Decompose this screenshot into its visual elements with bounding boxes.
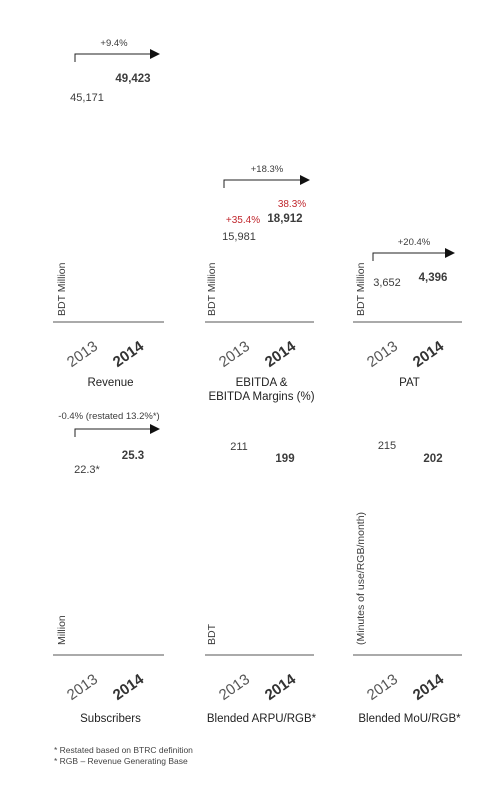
y-axis-label: (Minutes of use/RGB/month) — [355, 512, 367, 645]
data-label-2014: 199 — [275, 453, 294, 465]
chart-panel-4: Million 22.3* 25.3 2013 2014 -0.4% (restated … — [53, 411, 164, 725]
margin-label-2014: 38.3% — [278, 199, 306, 210]
y-axis-label: BDT — [206, 623, 218, 645]
y-axis-label: BDT Million — [355, 262, 367, 316]
growth-arrow-head — [150, 49, 160, 59]
data-label-2014: 18,912 — [267, 213, 302, 225]
panel-title: Subscribers — [80, 713, 141, 725]
x-tick-label-2014: 2014 — [262, 670, 300, 703]
y-axis-label: Million — [56, 615, 68, 645]
x-tick-label-2014: 2014 — [110, 337, 148, 370]
panel-title: Revenue — [87, 377, 133, 389]
data-label-2013: 45,171 — [70, 92, 104, 104]
footnote-rgb: * RGB – Revenue Generating Base — [54, 756, 193, 767]
data-label-2013: 15,981 — [222, 231, 256, 243]
growth-arrow-line — [75, 429, 151, 437]
x-tick-label-2014: 2014 — [410, 337, 448, 370]
x-tick-label-2013: 2013 — [216, 671, 253, 704]
data-label-2013: 211 — [230, 441, 248, 453]
x-tick-label-2013: 2013 — [216, 338, 253, 371]
data-label-2013: 215 — [378, 440, 396, 452]
footnote-restated: * Restated based on BTRC definition — [54, 745, 193, 756]
growth-arrow-head — [150, 424, 160, 434]
data-label-2014: 25.3 — [122, 450, 144, 462]
chart-panel-5: BDT 211 199 2013 2014 Blended ARPU/RGB* — [205, 441, 317, 725]
data-label-2013: 22.3* — [74, 464, 100, 476]
growth-label: -0.4% (restated 13.2%*) — [58, 411, 159, 422]
growth-arrow-line — [75, 54, 151, 62]
x-tick-label-2014: 2014 — [262, 337, 300, 370]
chart-panel-1: BDT Million 45,171 49,423 2013 2014 +9.4% Reve… — [53, 38, 164, 389]
growth-arrow-line — [373, 253, 446, 261]
panel-title: EBITDA Margins (%) — [208, 391, 314, 403]
growth-arrow-head — [300, 175, 310, 185]
panel-title: Blended MoU/RGB* — [358, 713, 461, 725]
data-label-2014: 202 — [423, 453, 442, 465]
panel-title: PAT — [399, 377, 420, 389]
x-tick-label-2014: 2014 — [410, 670, 448, 703]
x-tick-label-2013: 2013 — [64, 671, 101, 704]
growth-label: +20.4% — [398, 237, 431, 248]
x-tick-label-2014: 2014 — [110, 670, 148, 703]
panel-title: EBITDA & — [236, 377, 288, 389]
x-tick-label-2013: 2013 — [64, 338, 101, 371]
growth-label: +18.3% — [251, 164, 284, 175]
data-label-2014: 49,423 — [115, 73, 150, 85]
data-label-2014: 4,396 — [419, 272, 448, 284]
footnotes: * Restated based on BTRC definition * RG… — [54, 745, 193, 767]
data-label-2013: 3,652 — [373, 277, 401, 289]
growth-label: +9.4% — [100, 38, 128, 49]
chart-panel-2: BDT Million 15,981 18,912 2013 2014 +18.3% +35… — [205, 164, 315, 403]
chart-panel-6: (Minutes of use/RGB/month) 215 202 2013 2014… — [353, 440, 462, 725]
y-axis-label: BDT Million — [56, 262, 68, 316]
x-tick-label-2013: 2013 — [364, 671, 401, 704]
panel-title: Blended ARPU/RGB* — [207, 713, 317, 725]
x-tick-label-2013: 2013 — [364, 338, 401, 371]
y-axis-label: BDT Million — [206, 262, 218, 316]
margin-label-2013: +35.4% — [226, 215, 260, 226]
chart-panel-3: BDT Million 3,652 4,396 2013 2014 +20.4% PAT — [353, 237, 462, 389]
growth-arrow-head — [445, 248, 455, 258]
growth-arrow-line — [224, 180, 301, 188]
